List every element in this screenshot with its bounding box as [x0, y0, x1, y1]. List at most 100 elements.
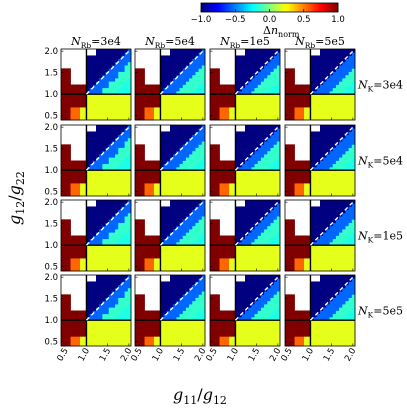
heatmap-cell [288, 144, 292, 148]
heatmap-cell [185, 52, 190, 56]
heatmap-cell [102, 97, 106, 101]
heatmap-cell [166, 103, 171, 108]
heatmap-cell [245, 163, 249, 168]
heatmap-cell [154, 160, 158, 165]
heatmap-cell [163, 258, 168, 262]
heatmap-cell [210, 144, 214, 148]
heatmap-cell [185, 113, 190, 118]
heatmap-cell [121, 183, 125, 187]
heatmap-cell [267, 125, 271, 129]
heatmap-cell [291, 166, 295, 171]
heatmap-cell [225, 110, 230, 114]
heatmap-cell [163, 238, 168, 243]
colorbar-segment [303, 3, 307, 12]
heatmap-cell [195, 90, 199, 95]
heatmap-cell [108, 212, 113, 217]
heatmap-cell [260, 154, 265, 158]
heatmap-cell [179, 209, 184, 214]
heatmap-cell [154, 176, 158, 181]
heatmap-cell [124, 84, 129, 89]
heatmap-cell [185, 137, 190, 142]
heatmap-cell [111, 219, 116, 223]
heatmap-cell [310, 192, 314, 197]
heatmap-cell [210, 258, 214, 262]
heatmap-cell [92, 209, 97, 214]
heatmap-cell [320, 264, 324, 269]
heatmap-cell [102, 58, 106, 63]
heatmap-cell [67, 192, 71, 197]
heatmap-cell [163, 186, 168, 190]
heatmap-cell [111, 137, 116, 142]
heatmap-cell [251, 84, 255, 89]
heatmap-cell [310, 222, 314, 227]
heatmap-cell [124, 116, 129, 121]
panel-frame [209, 199, 281, 272]
heatmap-cell [105, 84, 110, 89]
heatmap-cell [332, 110, 337, 114]
heatmap-cell [105, 170, 110, 174]
heatmap-cell [118, 241, 122, 246]
heatmap-cell [310, 157, 314, 161]
heatmap-cell [83, 87, 87, 92]
heatmap-cell [99, 212, 103, 217]
heatmap-cell [241, 183, 246, 187]
heatmap-cell [127, 128, 132, 132]
heatmap-cell [216, 251, 220, 256]
heatmap-cell [276, 222, 281, 227]
heatmap-cell [176, 81, 180, 85]
heatmap-cell [111, 100, 116, 105]
heatmap-cell [118, 116, 122, 121]
heatmap-cell [76, 107, 81, 111]
heatmap-cell [124, 241, 129, 246]
heatmap-cell [141, 84, 145, 89]
heatmap-cell [267, 203, 271, 207]
heatmap-cell [288, 261, 292, 265]
heatmap-cell [189, 183, 193, 187]
heatmap-cell [335, 55, 340, 60]
heatmap-cell [288, 251, 292, 256]
heatmap-cell [235, 216, 239, 220]
heatmap-cell [213, 254, 217, 259]
heatmap-cell [213, 264, 217, 269]
heatmap-cell [154, 186, 158, 190]
heatmap-cell [154, 241, 158, 246]
heatmap-cell [195, 200, 199, 204]
heatmap-cell [264, 110, 268, 114]
heatmap-cell [351, 65, 356, 69]
heatmap-cell [96, 52, 100, 56]
heatmap-cell [80, 267, 84, 272]
heatmap-cell [176, 131, 180, 136]
heatmap-cell [99, 128, 103, 132]
heatmap-cell [335, 113, 340, 118]
colorbar-segment [254, 3, 258, 12]
heatmap-cell [96, 235, 100, 240]
heatmap-cell [323, 192, 327, 197]
heatmap-cell [294, 84, 299, 89]
heatmap-cell [348, 68, 353, 72]
heatmap-cell [118, 186, 122, 190]
heatmap-cell [182, 68, 187, 72]
heatmap-cell [105, 134, 110, 139]
heatmap-cell [118, 125, 122, 129]
heatmap-cell [185, 264, 190, 269]
heatmap-cell [222, 267, 227, 272]
heatmap-cell [342, 141, 346, 145]
heatmap-cell [86, 258, 90, 262]
heatmap-cell [316, 232, 321, 236]
heatmap-cell [99, 116, 103, 121]
heatmap-cell [176, 147, 180, 152]
heatmap-cell [291, 264, 295, 269]
heatmap-cell [195, 235, 199, 240]
heatmap-cell [147, 192, 152, 197]
heatmap-cell [176, 97, 180, 101]
heatmap-cell [150, 97, 155, 101]
heatmap-cell [345, 52, 349, 56]
heatmap-cell [332, 206, 337, 211]
heatmap-cell [316, 100, 321, 105]
heatmap-cell [179, 186, 184, 190]
heatmap-cell [115, 245, 119, 249]
heatmap-cell [102, 261, 106, 265]
heatmap-cell [179, 219, 184, 223]
heatmap-cell [118, 245, 122, 249]
heatmap-cell [185, 261, 190, 265]
